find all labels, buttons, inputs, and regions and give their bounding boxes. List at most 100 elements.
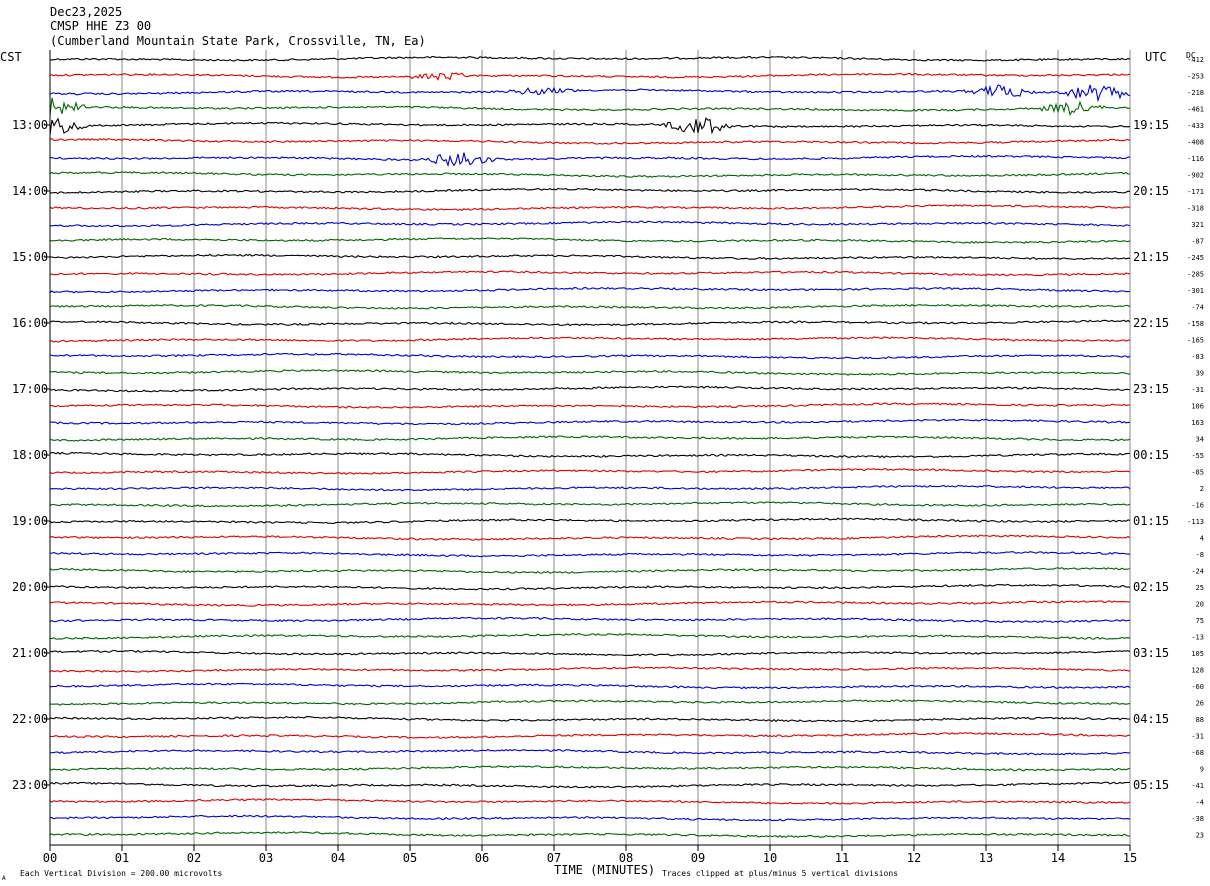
x-tick-label: 12: [907, 851, 921, 865]
dc-offset-value: -902: [1187, 172, 1204, 180]
trace-line: [49, 152, 1130, 168]
trace-line: [49, 352, 1131, 360]
cst-hour-label: 19:00: [12, 514, 48, 528]
trace-line: [49, 616, 1131, 624]
trace-line: [49, 501, 1131, 508]
utc-hour-label: 00:15: [1133, 448, 1169, 462]
trace-line: [49, 715, 1131, 723]
dc-offset-value: 106: [1191, 403, 1204, 411]
dc-offset-value: -68: [1191, 749, 1204, 757]
dc-offset-value: -412: [1187, 56, 1204, 64]
seismic-traces: [49, 55, 1131, 839]
dc-label: DC: [1186, 51, 1196, 60]
corner-mark: A: [2, 875, 6, 882]
trace-line: [49, 84, 1131, 103]
trace-line: [49, 566, 1131, 574]
trace-line: [49, 270, 1131, 277]
utc-hour-label: 03:15: [1133, 646, 1169, 660]
dc-offset-value: 20: [1196, 601, 1204, 609]
dc-offset-value: -116: [1187, 155, 1204, 163]
dc-offset-value: 34: [1196, 436, 1204, 444]
header-station: CMSP HHE Z3 00: [50, 19, 151, 33]
dc-offset-value: -8: [1196, 551, 1204, 559]
trace-line: [49, 171, 1131, 178]
trace-line: [49, 748, 1131, 756]
dc-offset-value: -13: [1191, 634, 1204, 642]
x-tick-label: 05: [403, 851, 417, 865]
utc-hour-label: 02:15: [1133, 580, 1169, 594]
dc-offset-value: -253: [1187, 73, 1204, 81]
trace-line: [49, 72, 1131, 81]
dc-offset-value: -113: [1187, 518, 1204, 526]
trace-line: [49, 649, 1131, 657]
utc-hour-label: 01:15: [1133, 514, 1169, 528]
x-tick-label: 01: [115, 851, 129, 865]
dc-offset-value: -165: [1187, 337, 1204, 345]
dc-offset-value: -83: [1191, 353, 1204, 361]
trace-line: [49, 253, 1131, 261]
right-timezone-label: UTC: [1145, 50, 1167, 64]
x-tick-label: 02: [187, 851, 201, 865]
x-axis: 00 01 02 03 04 05 06 07 08 09 10 11 12 13 14 15: [43, 50, 1137, 865]
trace-line: [49, 699, 1131, 706]
scale-note: Each Vertical Division = 200.00 microvol…: [20, 869, 222, 878]
dc-offset-value: -31: [1191, 386, 1204, 394]
trace-line: [49, 237, 1131, 244]
dc-offset-value: -301: [1187, 287, 1204, 295]
minute-gridlines: [49, 50, 1131, 845]
dc-offset-value: 26: [1196, 700, 1204, 708]
cst-hour-label: 15:00: [12, 250, 48, 264]
trace-line: [49, 551, 1131, 558]
dc-offset-value: -31: [1191, 733, 1204, 741]
trace-line: [49, 204, 1131, 211]
trace-line: [49, 666, 1131, 673]
utc-hour-label: 20:15: [1133, 184, 1169, 198]
trace-line: [49, 116, 1131, 135]
cst-hour-label: 22:00: [12, 712, 48, 726]
trace-line: [49, 600, 1131, 607]
dc-offset-value: 75: [1196, 617, 1204, 625]
x-tick-label: 09: [691, 851, 705, 865]
trace-line: [49, 814, 1131, 822]
dc-offset-value: 321: [1191, 221, 1204, 229]
cst-hour-label: 16:00: [12, 316, 48, 330]
x-tick-label: 04: [331, 851, 345, 865]
trace-line: [49, 402, 1131, 409]
trace-line: [49, 418, 1131, 426]
dc-offset-value: 4: [1200, 535, 1204, 543]
dc-offset-value: -218: [1187, 89, 1204, 97]
x-tick-label: 00: [43, 851, 57, 865]
trace-line: [49, 319, 1131, 327]
cst-hour-label: 18:00: [12, 448, 48, 462]
dc-offset-value: 88: [1196, 716, 1204, 724]
trace-line: [49, 633, 1131, 640]
trace-line: [49, 534, 1131, 541]
trace-line: [49, 138, 1131, 145]
dc-offset-value: 39: [1196, 370, 1204, 378]
clip-note: Traces clipped at plus/minus 5 vertical …: [662, 869, 898, 878]
dc-offset-value: -461: [1187, 106, 1204, 114]
trace-line: [50, 369, 1131, 376]
trace-line: [49, 336, 1131, 343]
dc-offset-value: -41: [1191, 782, 1204, 790]
utc-hour-label: 05:15: [1133, 778, 1169, 792]
trace-line: [49, 682, 1131, 690]
dc-offset-value: 25: [1196, 584, 1204, 592]
utc-hour-label: 21:15: [1133, 250, 1169, 264]
cst-hour-label: 13:00: [12, 118, 48, 132]
trace-line: [49, 781, 1130, 789]
dc-offset-value: -318: [1187, 205, 1204, 213]
x-tick-label: 10: [763, 851, 777, 865]
dc-offset-value: -85: [1191, 469, 1204, 477]
trace-line: [49, 468, 1131, 475]
trace-line: [49, 798, 1131, 805]
utc-hour-label: 22:15: [1133, 316, 1169, 330]
x-tick-label: 14: [1051, 851, 1065, 865]
dc-offset-value: 2: [1200, 485, 1204, 493]
trace-line: [49, 97, 1131, 117]
trace-line: [49, 187, 1131, 195]
trace-line: [49, 517, 1131, 525]
dc-offset-value: -60: [1191, 683, 1204, 691]
x-tick-label: 06: [475, 851, 489, 865]
